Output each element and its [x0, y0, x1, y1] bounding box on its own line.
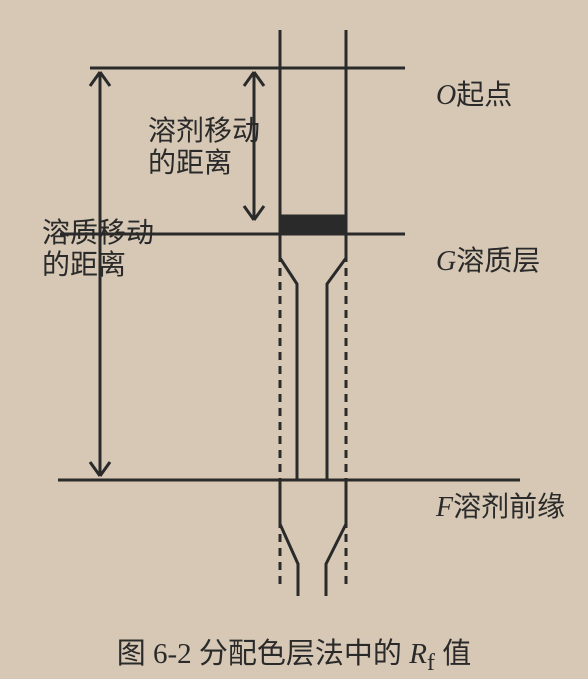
label-solvent-front-text: 溶剂前缘 — [453, 492, 565, 523]
solute-band — [280, 216, 346, 234]
caption-rf-sub: f — [427, 649, 435, 676]
figure-caption: 图 6-2 分配色层法中的 Rf 值 — [0, 630, 588, 677]
label-origin-text: 起点 — [456, 80, 512, 111]
inner-funnel-right — [327, 234, 346, 480]
label-solute-layer-letter: G — [436, 246, 456, 277]
label-origin-letter: O — [436, 80, 456, 111]
label-solute-distance: 溶质移动 的距离 — [42, 218, 154, 282]
caption-rf-R: R — [409, 638, 427, 670]
diagram-stage: O起点 G溶质层 F溶剂前缘 溶剂移动 的距离 溶质移动 的距离 图 6-2 分… — [0, 0, 588, 679]
column-tip-right — [326, 480, 346, 596]
label-solvent-front: F溶剂前缘 — [408, 460, 565, 557]
caption-prefix: 图 6-2 分配色层法中的 — [117, 638, 402, 670]
column-tip-left — [280, 480, 298, 596]
label-solute-layer: G溶质层 — [408, 214, 540, 311]
label-solvent-distance: 溶剂移动 的距离 — [148, 116, 260, 180]
label-solvent-front-letter: F — [436, 492, 453, 523]
label-solute-layer-text: 溶质层 — [456, 246, 540, 277]
label-origin: O起点 — [408, 48, 512, 145]
inner-funnel-left — [280, 234, 297, 480]
caption-suffix: 值 — [442, 638, 471, 670]
